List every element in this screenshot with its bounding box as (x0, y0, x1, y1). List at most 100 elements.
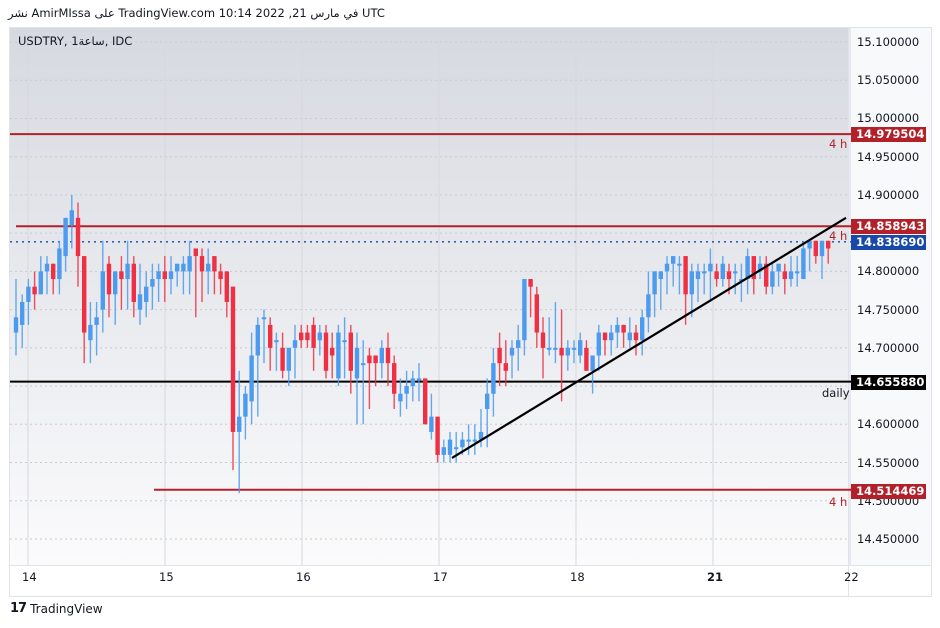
candle-body (689, 271, 694, 295)
price-tag-4h-mid: 14.858943 (851, 219, 926, 234)
candle-body (478, 431, 484, 440)
candle-body (299, 332, 304, 341)
price-tick-label: 14.550000 (857, 456, 920, 470)
candle-body (44, 263, 50, 272)
candle-body (739, 279, 744, 282)
time-tick-label: 15 (159, 570, 174, 584)
candle-body (826, 240, 831, 249)
candle-body (392, 363, 397, 394)
candle-body (354, 347, 360, 379)
time-tick-label: 22 (844, 570, 859, 584)
candle-body (782, 271, 787, 280)
line-label-daily: daily (822, 386, 850, 400)
candle-body (454, 447, 459, 450)
candle-body (485, 393, 490, 410)
candle-body (181, 263, 186, 272)
price-axis-background (849, 28, 931, 565)
candle-body (640, 317, 645, 341)
candle-body (131, 263, 136, 302)
candle-body (466, 439, 471, 442)
candle-body (509, 347, 515, 356)
price-tick-label: 15.100000 (857, 35, 920, 49)
candle-body (646, 294, 651, 318)
candle-body (695, 271, 701, 280)
candle-body (720, 263, 725, 280)
candle-body (243, 393, 248, 417)
line-label-4h-bottom: 4 h (829, 495, 848, 509)
candle-body (367, 355, 372, 364)
candle-body (113, 271, 118, 295)
candle-body (578, 340, 583, 356)
candle-body (571, 347, 577, 350)
candle-body (249, 355, 254, 402)
candle-body (652, 271, 657, 295)
candle-body (441, 447, 446, 455)
candle-body (187, 256, 192, 272)
candle-body (584, 347, 589, 371)
price-tag-daily: 14.655880 (851, 375, 926, 390)
candle-body (100, 271, 105, 310)
candle-body (429, 416, 434, 432)
candle-body (503, 363, 508, 371)
candle-body (447, 439, 453, 455)
candle-body (764, 263, 769, 287)
candle-body (435, 416, 440, 455)
line-label-4h-mid: 4 h (829, 229, 848, 243)
candle-body (565, 347, 570, 356)
candle-body (726, 271, 732, 280)
candle-body (342, 340, 347, 343)
candle-body (32, 286, 37, 295)
candle-body (206, 263, 211, 272)
candle-body (119, 271, 124, 280)
candle-body (385, 347, 391, 364)
candle-body (398, 393, 403, 402)
trendline (451, 216, 847, 459)
candle-body (193, 248, 198, 257)
time-tick-label: 16 (296, 570, 311, 584)
candle-body (88, 324, 93, 341)
time-tick-label: 17 (433, 570, 448, 584)
candle-body (807, 240, 812, 249)
candle-body (528, 279, 533, 287)
candle-body (627, 332, 632, 341)
candle-body (106, 263, 112, 295)
tradingview-logo-icon: 17 (10, 601, 27, 616)
candle-body (38, 271, 43, 295)
candle-body (522, 279, 527, 341)
plot-background (10, 28, 848, 565)
candle-body (714, 271, 719, 280)
candle-body (683, 256, 688, 295)
candle-body (212, 256, 217, 272)
candle-body (745, 256, 750, 280)
candle-body (57, 248, 62, 280)
candle-body (162, 271, 167, 280)
candle-body (547, 347, 552, 350)
candle-body (75, 217, 81, 257)
candle-body (268, 324, 273, 348)
candle-body (596, 332, 601, 356)
candle-body (416, 378, 422, 381)
candle-body (94, 317, 99, 325)
time-tick-label: 18 (570, 570, 585, 584)
candle-body (261, 317, 267, 320)
candle-body (292, 340, 298, 348)
candle-body (125, 263, 130, 280)
candle-body (150, 279, 155, 287)
candle-body (671, 256, 676, 264)
candle-body (13, 317, 19, 333)
candle-body (156, 271, 161, 280)
candle-body (137, 294, 143, 310)
candle-body (199, 256, 205, 272)
candle-body (410, 378, 415, 387)
candle-body (373, 355, 378, 364)
time-tick-label: 14 (22, 570, 37, 584)
price-tick-label: 14.750000 (857, 303, 920, 317)
candle-body (491, 363, 496, 394)
candle-body (280, 347, 285, 371)
price-tick-label: 14.800000 (857, 264, 920, 278)
candle-body (776, 263, 781, 272)
footer-brand-text: TradingView (30, 601, 103, 616)
candle-body (733, 271, 738, 274)
price-tag-4h-bottom: 14.514469 (851, 484, 926, 499)
